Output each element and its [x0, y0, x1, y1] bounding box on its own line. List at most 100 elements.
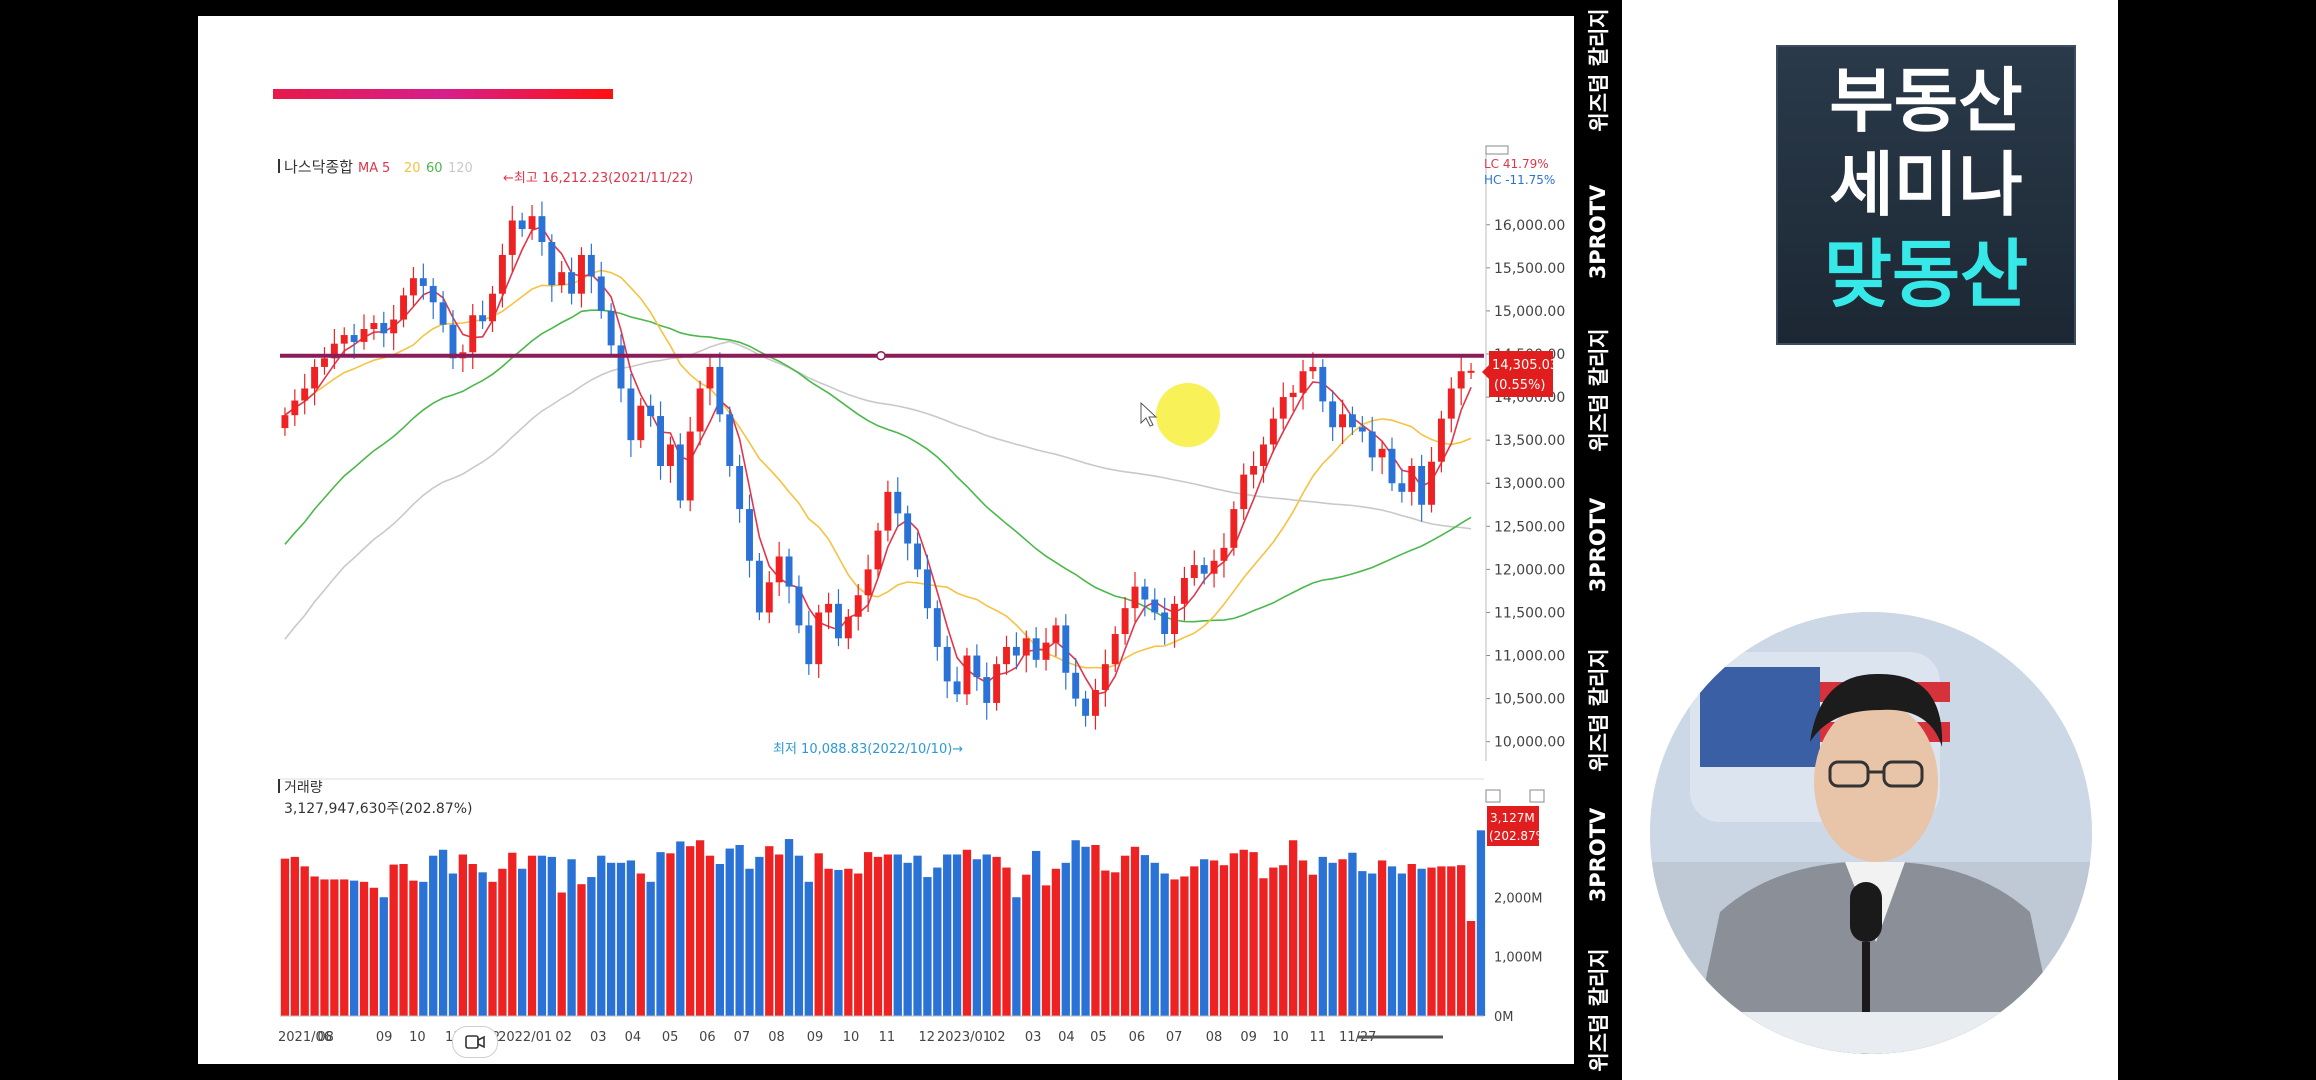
volume-bar[interactable]: [676, 841, 685, 1016]
volume-bar[interactable]: [992, 856, 1001, 1016]
volume-bar[interactable]: [883, 854, 893, 1017]
volume-bar[interactable]: [952, 854, 962, 1017]
candle-body[interactable]: [1141, 586, 1149, 600]
candle-body[interactable]: [983, 677, 991, 703]
candle-body[interactable]: [1131, 586, 1139, 609]
volume-bar[interactable]: [646, 881, 655, 1016]
volume-bar[interactable]: [349, 880, 359, 1016]
candle-body[interactable]: [854, 595, 862, 617]
volume-bar[interactable]: [1368, 873, 1377, 1017]
volume-bar[interactable]: [1061, 862, 1070, 1016]
candle-body[interactable]: [765, 582, 773, 613]
candle-body[interactable]: [1082, 698, 1090, 716]
volume-bar[interactable]: [498, 868, 507, 1016]
volume-bar[interactable]: [320, 879, 329, 1016]
candle-body[interactable]: [1003, 646, 1010, 665]
volume-bar[interactable]: [1397, 873, 1407, 1017]
volume-bar[interactable]: [300, 866, 309, 1016]
candle-body[interactable]: [489, 293, 496, 322]
volume-bar[interactable]: [1417, 868, 1426, 1016]
candle-body[interactable]: [1329, 401, 1337, 428]
candle-body[interactable]: [1408, 466, 1416, 492]
candle-body[interactable]: [825, 603, 833, 613]
candle-body[interactable]: [469, 315, 477, 353]
volume-bar[interactable]: [1288, 840, 1298, 1016]
candle-body[interactable]: [1437, 418, 1445, 462]
volume-bar[interactable]: [863, 852, 873, 1016]
candle-body[interactable]: [706, 366, 714, 389]
stock-chart[interactable]: 16,000.0015,500.0015,000.0014,500.0014,0…: [198, 16, 1574, 1064]
candle-body[interactable]: [1022, 638, 1030, 656]
candle-body[interactable]: [716, 366, 724, 415]
volume-bar[interactable]: [1348, 852, 1357, 1016]
volume-bar[interactable]: [636, 873, 645, 1017]
volume-bar[interactable]: [834, 869, 843, 1016]
volume-bar[interactable]: [478, 872, 487, 1016]
candle-body[interactable]: [637, 405, 645, 441]
volume-bar[interactable]: [448, 873, 458, 1017]
volume-bar[interactable]: [1308, 874, 1318, 1016]
volume-bar[interactable]: [1377, 860, 1387, 1016]
volume-bar[interactable]: [686, 846, 695, 1016]
volume-bar[interactable]: [468, 864, 477, 1016]
volume-bar[interactable]: [1476, 830, 1486, 1016]
volume-bar[interactable]: [1338, 859, 1347, 1016]
volume-bar[interactable]: [913, 855, 922, 1016]
volume-bar[interactable]: [1150, 862, 1159, 1016]
volume-bar[interactable]: [1318, 856, 1327, 1016]
candle-body[interactable]: [1032, 638, 1040, 660]
volume-bar[interactable]: [429, 855, 438, 1016]
candle-body[interactable]: [330, 343, 338, 359]
candle-body[interactable]: [1467, 370, 1475, 373]
volume-bar[interactable]: [1140, 855, 1150, 1016]
candle-body[interactable]: [538, 216, 546, 242]
candle-body[interactable]: [1309, 366, 1317, 372]
volume-bar[interactable]: [755, 856, 764, 1016]
candle-body[interactable]: [746, 509, 753, 561]
volume-bar[interactable]: [903, 862, 912, 1016]
candle-body[interactable]: [1200, 565, 1208, 574]
volume-bar[interactable]: [597, 855, 606, 1016]
candle-body[interactable]: [360, 329, 368, 342]
volume-bar[interactable]: [557, 892, 566, 1017]
volume-bar[interactable]: [409, 880, 418, 1016]
candle-body[interactable]: [508, 220, 516, 255]
candle-body[interactable]: [1250, 466, 1258, 475]
candle-body[interactable]: [518, 220, 526, 230]
candle-body[interactable]: [775, 556, 783, 583]
candle-body[interactable]: [607, 310, 615, 346]
volume-bar[interactable]: [379, 897, 388, 1016]
candle-body[interactable]: [1220, 547, 1228, 561]
volume-bar[interactable]: [1279, 865, 1288, 1016]
volume-bar[interactable]: [972, 859, 981, 1016]
volume-bar[interactable]: [1358, 871, 1367, 1016]
volume-bar[interactable]: [340, 879, 349, 1016]
candle-body[interactable]: [409, 278, 417, 296]
volume-bar[interactable]: [280, 858, 290, 1016]
candle-body[interactable]: [1042, 642, 1050, 660]
volume-bar[interactable]: [1160, 873, 1169, 1017]
candle-body[interactable]: [1428, 461, 1435, 505]
volume-bar[interactable]: [488, 881, 497, 1016]
volume-bar[interactable]: [399, 864, 408, 1016]
candle-body[interactable]: [449, 324, 457, 359]
volume-bar[interactable]: [1051, 868, 1061, 1016]
candle-body[interactable]: [844, 616, 852, 639]
volume-bar[interactable]: [458, 854, 468, 1017]
candle-body[interactable]: [1279, 397, 1287, 419]
volume-bar[interactable]: [1447, 866, 1456, 1016]
volume-bar[interactable]: [794, 855, 804, 1016]
volume-bar[interactable]: [1249, 852, 1258, 1016]
candle-body[interactable]: [1052, 625, 1060, 643]
candle-body[interactable]: [1180, 578, 1188, 604]
candle-body[interactable]: [498, 254, 506, 294]
volume-bar[interactable]: [1002, 867, 1011, 1016]
candle-body[interactable]: [666, 444, 674, 466]
volume-bar[interactable]: [1427, 867, 1436, 1016]
volume-bar[interactable]: [873, 856, 883, 1016]
candle-body[interactable]: [1062, 625, 1070, 673]
volume-bar[interactable]: [1130, 846, 1140, 1016]
candle-body[interactable]: [429, 285, 437, 303]
volume-bar[interactable]: [518, 868, 527, 1016]
volume-bar[interactable]: [1407, 864, 1416, 1016]
